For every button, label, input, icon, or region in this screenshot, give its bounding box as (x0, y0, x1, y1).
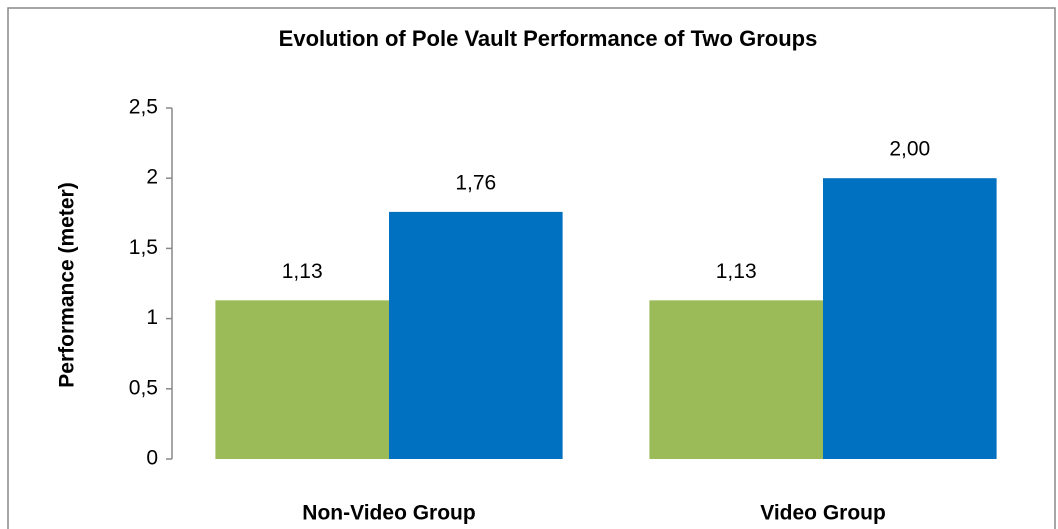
x-tick-label: Video Group (760, 502, 886, 525)
y-axis-label: Performance (meter) (56, 182, 79, 387)
y-tick-label: 0 (146, 447, 158, 470)
x-tick-label: Non-Video Group (302, 502, 475, 525)
y-tick-label: 1 (146, 306, 158, 329)
bar (823, 178, 997, 459)
data-label: 1,76 (455, 171, 496, 194)
data-label: 1,13 (716, 260, 757, 283)
bar (389, 211, 563, 459)
bar (649, 300, 823, 459)
bar (215, 300, 389, 459)
y-tick-label: 2,5 (129, 96, 158, 119)
y-tick-label: 1,5 (129, 236, 158, 259)
y-tick-label: 0,5 (129, 376, 158, 399)
data-label: 2,00 (889, 138, 930, 161)
data-label: 1,13 (282, 260, 323, 283)
y-tick-label: 2 (146, 166, 158, 189)
chart-title: Evolution of Pole Vault Performance of T… (279, 26, 818, 51)
